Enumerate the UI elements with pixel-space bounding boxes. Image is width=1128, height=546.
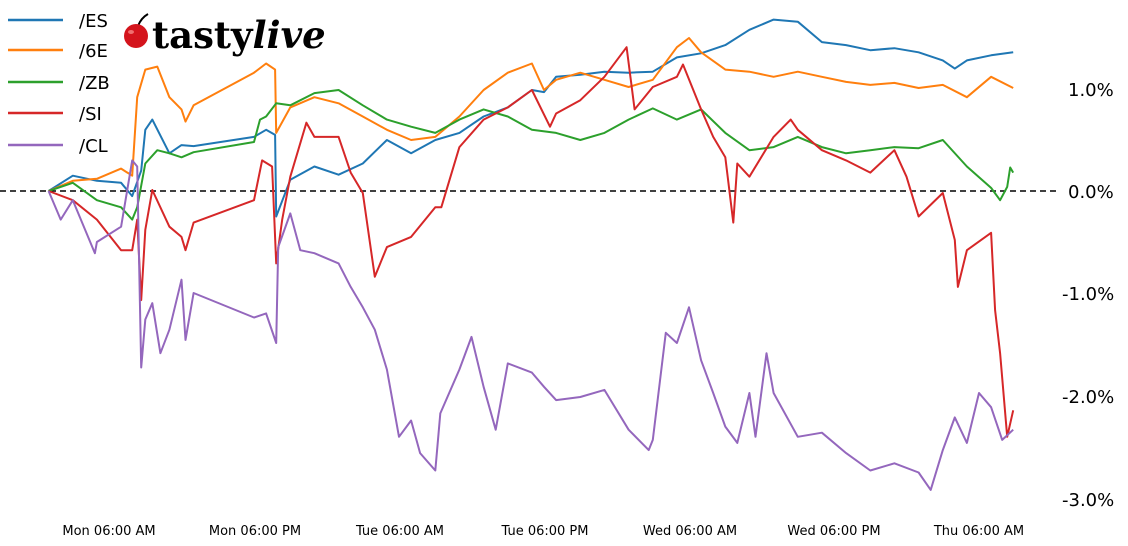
x-tick-label: Wed 06:00 AM [643,524,737,539]
x-tick-label: Tue 06:00 PM [501,524,589,539]
x-tick-label: Thu 06:00 AM [933,524,1024,539]
series-layer [47,18,1015,491]
series-line-6e [48,37,1014,192]
x-axis: Mon 06:00 AM Mon 06:00 PM Tue 06:00 AM T… [62,524,1024,539]
legend-item-si: /SI [8,104,102,125]
series-line-zb [48,89,1015,221]
legend-label: /SI [79,104,102,125]
legend-item-6e: /6E [8,41,108,62]
y-tick-label: -2.0% [1062,387,1114,408]
legend-label: /ES [79,11,108,32]
tastylive-logo: tastylive [124,13,326,57]
x-tick-label: Tue 06:00 AM [355,524,444,539]
y-tick-label: 1.0% [1068,80,1114,101]
x-tick-label: Mon 06:00 PM [209,524,301,539]
y-tick-label: -3.0% [1062,490,1114,511]
x-tick-label: Wed 06:00 PM [787,524,880,539]
legend-label: /ZB [79,73,110,94]
legend: /ES /6E /ZB /SI /CL [8,11,110,157]
series-line-si [48,46,1015,438]
y-axis: 1.0% 0.0% -1.0% -2.0% -3.0% [1062,80,1114,511]
legend-label: /CL [79,136,108,157]
logo-text: tastylive [152,13,326,57]
legend-item-cl: /CL [8,136,108,157]
legend-item-zb: /ZB [8,73,110,94]
y-tick-label: -1.0% [1062,284,1114,305]
series-line-cl [47,159,1014,491]
legend-item-es: /ES [8,11,108,32]
cherry-icon [124,13,149,48]
legend-label: /6E [79,41,108,62]
x-tick-label: Mon 06:00 AM [62,524,155,539]
y-tick-label: 0.0% [1068,182,1114,203]
